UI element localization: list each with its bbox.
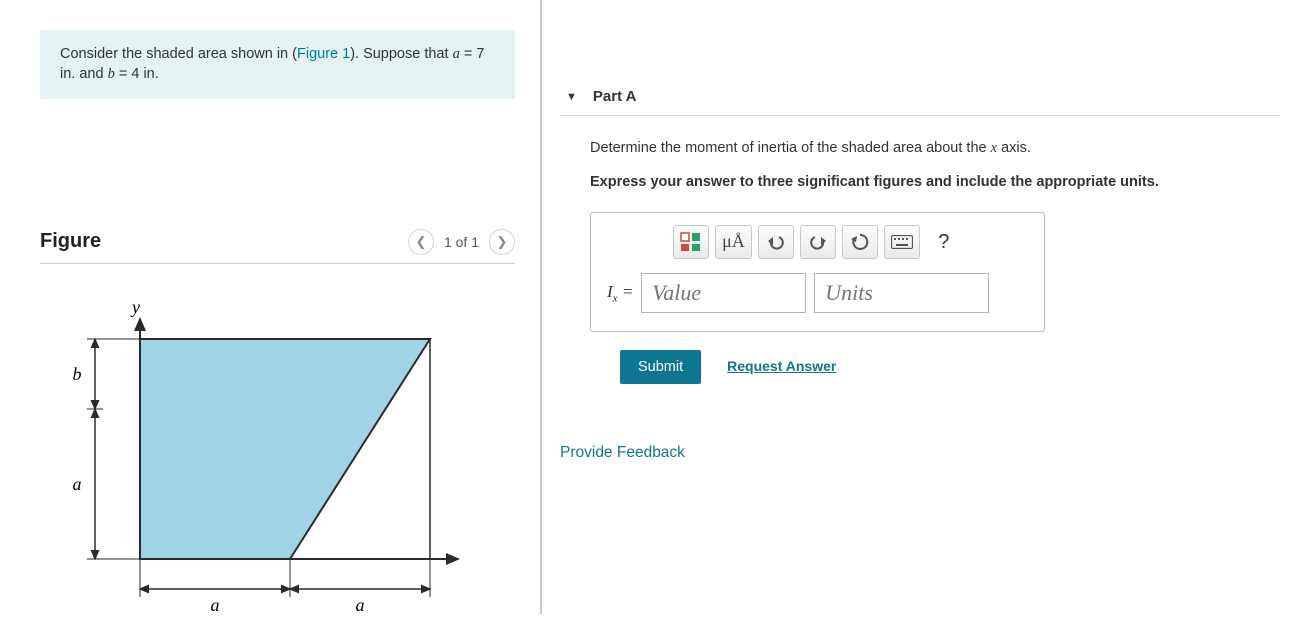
collapse-icon: ▼: [566, 91, 577, 103]
column-divider: [540, 0, 542, 614]
value-input[interactable]: [641, 273, 806, 313]
pager-label: 1 of 1: [444, 234, 479, 250]
help-button[interactable]: ?: [926, 225, 962, 259]
units-symbol-button[interactable]: μÅ: [715, 225, 752, 259]
answer-input-row: Ix =: [607, 273, 1028, 313]
part-title: Part A: [593, 88, 637, 105]
q-before: Determine the moment of inertia of the s…: [590, 140, 991, 156]
question-text: Determine the moment of inertia of the s…: [590, 138, 1280, 160]
submit-button[interactable]: Submit: [620, 350, 701, 384]
units-input[interactable]: [814, 273, 989, 313]
reset-button[interactable]: [842, 225, 878, 259]
and-text: and: [75, 66, 107, 82]
figure-pager: ❮ 1 of 1 ❯: [408, 229, 515, 255]
mu-label: μÅ: [722, 228, 745, 255]
a-eq: = 7: [460, 46, 485, 62]
prompt-text-2: ). Suppose that: [350, 46, 452, 62]
provide-feedback-link[interactable]: Provide Feedback: [560, 444, 1280, 462]
undo-button[interactable]: [758, 225, 794, 259]
b-eq: = 4: [115, 66, 144, 82]
var-b: b: [108, 66, 115, 82]
answer-instructions: Express your answer to three significant…: [590, 172, 1280, 194]
answer-toolbar: μÅ ?: [607, 225, 1028, 259]
svg-text:a: a: [211, 595, 220, 615]
figure-next-button[interactable]: ❯: [489, 229, 515, 255]
prompt-text: Consider the shaded area shown in (: [60, 46, 297, 62]
keyboard-button[interactable]: [884, 225, 920, 259]
svg-text:y: y: [130, 299, 140, 317]
request-answer-link[interactable]: Request Answer: [727, 356, 836, 377]
figure-link[interactable]: Figure 1: [297, 46, 350, 62]
figure-title: Figure: [40, 230, 101, 253]
svg-text:b: b: [73, 364, 82, 384]
figure-diagram: yxbaaa: [40, 299, 460, 619]
var-a: a: [453, 46, 460, 62]
figure-header: Figure ❮ 1 of 1 ❯: [40, 229, 515, 264]
b-unit: in.: [143, 66, 158, 82]
figure-prev-button[interactable]: ❮: [408, 229, 434, 255]
part-header[interactable]: ▼ Part A: [560, 80, 1280, 116]
q-after: axis.: [997, 140, 1031, 156]
a-unit: in.: [60, 66, 75, 82]
answer-lhs: Ix =: [607, 279, 633, 307]
svg-text:a: a: [73, 474, 82, 494]
problem-statement: Consider the shaded area shown in (Figur…: [40, 30, 515, 99]
redo-button[interactable]: [800, 225, 836, 259]
help-label: ?: [938, 227, 949, 257]
svg-text:a: a: [356, 595, 365, 615]
template-icon[interactable]: [673, 225, 709, 259]
answer-box: μÅ ? Ix =: [590, 212, 1045, 332]
lhs-eq: =: [618, 282, 634, 301]
